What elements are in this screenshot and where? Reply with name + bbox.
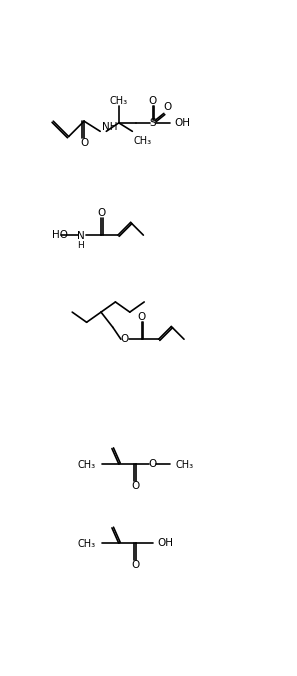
Text: CH₃: CH₃: [134, 136, 152, 146]
Text: O: O: [164, 102, 172, 112]
Text: O: O: [80, 139, 88, 149]
Text: O: O: [148, 459, 157, 469]
Text: O: O: [121, 334, 129, 344]
Text: N: N: [77, 231, 85, 241]
Text: O: O: [97, 208, 105, 218]
Text: O: O: [132, 481, 140, 491]
Text: OH: OH: [157, 538, 173, 548]
Text: O: O: [132, 560, 140, 571]
Text: H: H: [78, 241, 84, 250]
Text: CH₃: CH₃: [78, 460, 96, 470]
Text: S: S: [149, 118, 156, 128]
Text: O: O: [148, 95, 157, 105]
Text: O: O: [138, 312, 146, 322]
Text: CH₃: CH₃: [78, 539, 96, 549]
Text: CH₃: CH₃: [110, 95, 128, 105]
Text: HO: HO: [52, 230, 68, 240]
Text: OH: OH: [174, 118, 190, 128]
Text: CH₃: CH₃: [176, 460, 194, 470]
Text: NH: NH: [102, 122, 117, 132]
